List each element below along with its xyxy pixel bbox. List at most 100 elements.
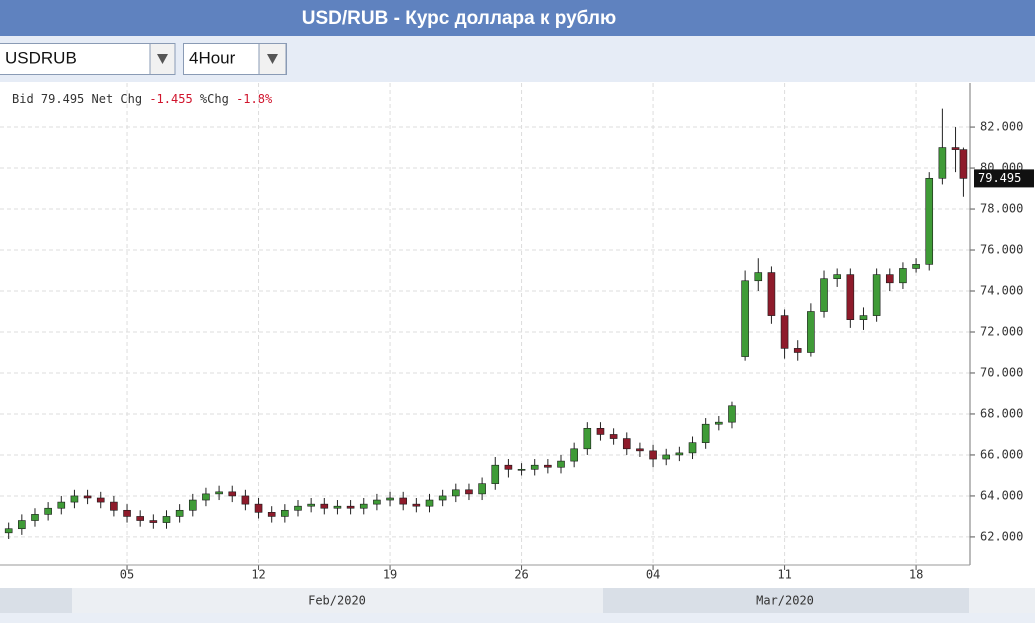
select-box[interactable] — [0, 43, 176, 75]
candle-body — [294, 505, 302, 511]
candle-body — [386, 497, 394, 501]
period-band-light — [969, 588, 1035, 613]
candle-body — [202, 493, 210, 501]
candle-body — [959, 149, 968, 179]
candle-body — [70, 495, 79, 503]
y-tick-label: 62.000 — [980, 529, 1023, 543]
interval-select[interactable]: 4Hour — [183, 43, 287, 75]
candle-body — [346, 505, 355, 509]
price-tag — [974, 169, 1034, 188]
interval[interactable]: 4Hour — [189, 48, 236, 67]
y-tick-label: 68.000 — [980, 406, 1023, 420]
pct-chg: -1.8% — [236, 92, 273, 106]
candle-body — [662, 454, 671, 460]
candle-body — [570, 448, 578, 462]
candle-body — [767, 272, 776, 316]
candle-body — [162, 516, 171, 523]
candle-body — [438, 495, 447, 501]
y-tick-label: 64.000 — [980, 488, 1023, 502]
candle-body — [596, 428, 605, 435]
bid: 79.495 — [41, 92, 84, 106]
candle-body — [557, 460, 565, 468]
candle-body — [872, 274, 881, 316]
candle-body — [31, 514, 39, 521]
candle-body — [359, 503, 368, 509]
candle-body — [373, 499, 381, 505]
candle-body — [583, 428, 592, 450]
x-tick-label: 18 — [909, 568, 923, 582]
candle-body — [4, 528, 13, 534]
candle-body — [399, 497, 408, 505]
candle-body — [846, 274, 855, 320]
y-tick-label: 66.000 — [980, 447, 1023, 461]
candle-body — [44, 507, 52, 515]
candle-body — [412, 503, 421, 507]
candle-body — [110, 501, 118, 511]
y-tick-label: 74.000 — [980, 284, 1023, 298]
candle-body — [780, 315, 789, 349]
candle-body — [951, 147, 960, 150]
candle-body — [452, 489, 460, 497]
candle-body — [267, 512, 276, 517]
candle-body — [320, 503, 329, 509]
pct-chg-label: %Chg — [200, 92, 229, 106]
candle-body — [701, 423, 710, 443]
chart-area — [0, 82, 1035, 588]
bid-label: Bid — [12, 92, 34, 106]
title-bar — [0, 0, 1035, 36]
candle-body — [544, 464, 552, 468]
candle-body — [333, 505, 342, 509]
candle-body — [715, 421, 723, 425]
quote-text: Bid 79.495 Net Chg -1.455 %Chg -1.8% — [12, 92, 273, 106]
arrow-icon — [157, 54, 168, 64]
period-label: Feb/2020 — [308, 594, 366, 608]
candle-body — [188, 499, 197, 511]
candle-body — [754, 272, 763, 282]
candle-body — [859, 315, 868, 320]
candle-body — [281, 509, 289, 517]
candle-body — [57, 501, 66, 509]
candle-body — [636, 448, 644, 452]
candle-body — [675, 452, 684, 456]
candle-body — [83, 495, 92, 499]
candle-body — [307, 503, 315, 507]
x-tick-label: 11 — [777, 568, 791, 582]
period-band-light — [72, 588, 603, 613]
symbol[interactable]: USDRUB — [5, 48, 77, 67]
y-tick-label: 78.000 — [980, 202, 1023, 216]
candle-body — [609, 434, 618, 439]
candle-body — [925, 177, 934, 265]
candle-body — [622, 438, 631, 450]
candle-body — [728, 405, 736, 423]
candle-body — [96, 497, 105, 503]
candle-body — [807, 311, 815, 353]
candle-body — [149, 520, 158, 523]
y-tick-label: 70.000 — [980, 365, 1023, 379]
candle-body — [912, 264, 920, 269]
candle-body — [18, 520, 26, 530]
symbol-select[interactable]: USDRUB — [0, 43, 176, 75]
candle-body — [215, 491, 223, 495]
candle-body — [793, 348, 802, 353]
candle-body — [899, 268, 907, 284]
x-tick-label: 12 — [251, 568, 265, 582]
title: USD/RUB - Курс доллара к рублю — [302, 8, 616, 29]
candle-body — [885, 274, 894, 284]
candle-body — [504, 464, 513, 470]
arrow-icon — [267, 54, 278, 64]
candle-body — [688, 442, 697, 454]
candle-body — [517, 468, 526, 471]
candle-body — [425, 499, 434, 507]
candle-body — [175, 509, 184, 517]
candle-body — [833, 274, 841, 280]
net-chg-label: Net Chg — [92, 92, 143, 106]
net-chg: -1.455 — [149, 92, 192, 106]
x-tick-label: 05 — [120, 568, 134, 582]
candle-body — [649, 450, 657, 460]
price-tag-label: 79.495 — [978, 171, 1021, 185]
x-tick-label: 26 — [514, 568, 528, 582]
candle-body — [530, 464, 539, 470]
x-tick-label: 04 — [646, 568, 660, 582]
x-tick-label: 19 — [383, 568, 397, 582]
